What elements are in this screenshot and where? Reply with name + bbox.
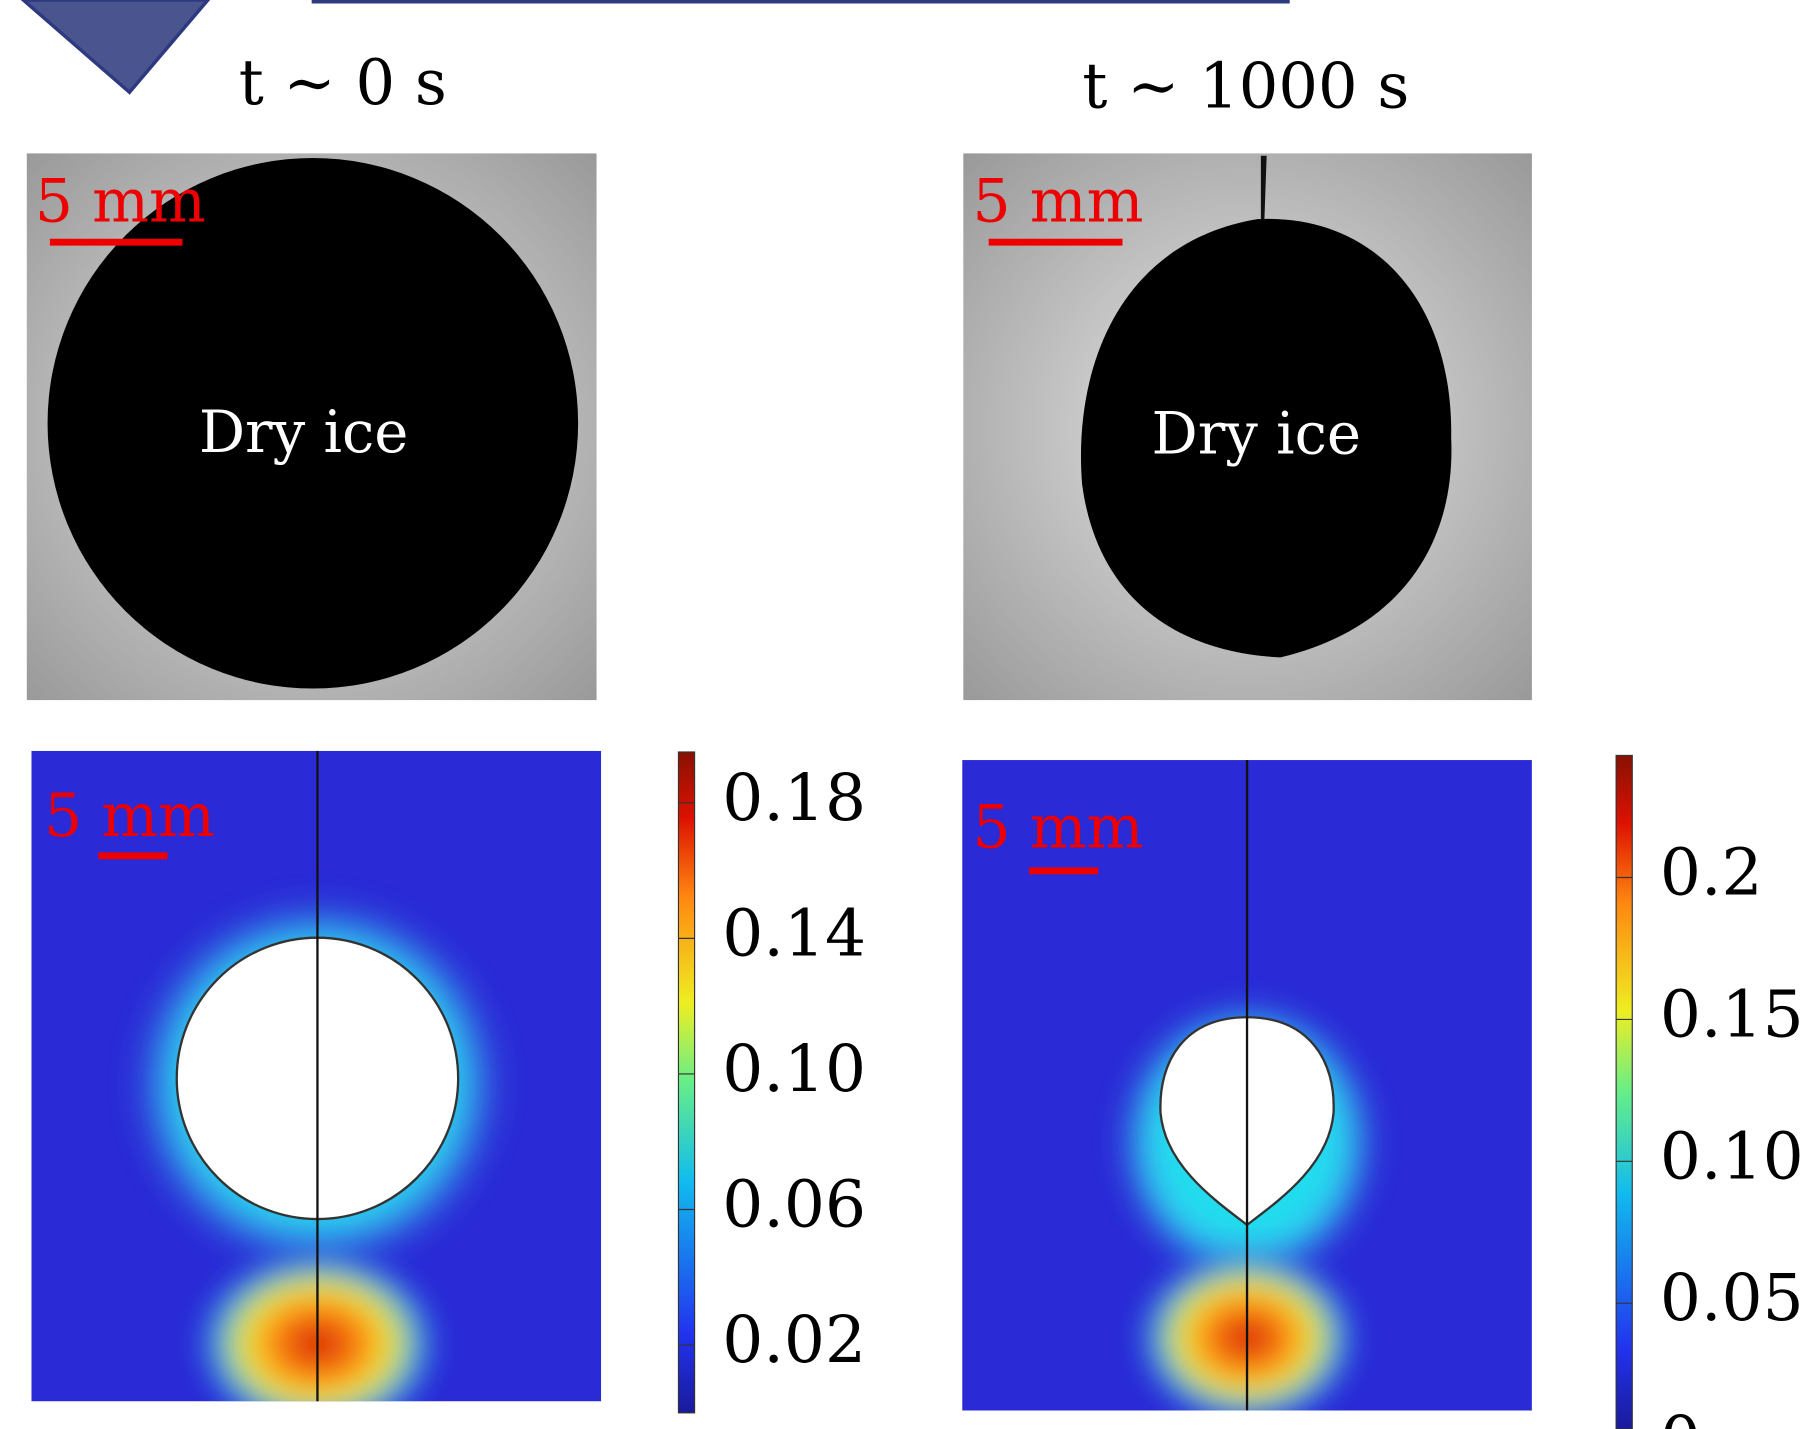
colorbar-label: 0.06 <box>722 1168 866 1243</box>
photo-label: Dry ice <box>199 398 409 466</box>
time-label: t ∼ 0 s <box>239 46 447 119</box>
scale-label: 5 mm <box>35 166 206 236</box>
colorbar-label: 0.02 <box>722 1303 866 1378</box>
scale-label: 5 mm <box>973 793 1144 863</box>
colorbar <box>1616 755 1632 1429</box>
figure: t ∼ 0 s t ∼ 1000 s 5 mm Dry ice 5 mm Dry… <box>0 0 1809 1429</box>
time-label: t ∼ 1000 s <box>1082 49 1409 122</box>
colorbar-label: 0.18 <box>722 761 866 836</box>
colorbar-label: 0.2 <box>1660 835 1763 910</box>
colorbar-label: 0.05 <box>1660 1261 1804 1336</box>
colorbar <box>678 752 694 1413</box>
photo-label: Dry ice <box>1151 399 1361 467</box>
colorbar-label: 0.14 <box>722 896 866 971</box>
colorbar-label: 0 <box>1660 1403 1701 1429</box>
colorbar-label: 0.15 <box>1660 977 1804 1052</box>
colorbar-label: 0.10 <box>1660 1119 1804 1194</box>
scale-label: 5 mm <box>44 781 215 851</box>
arrow-icon <box>23 0 208 92</box>
scale-label: 5 mm <box>973 166 1144 236</box>
colorbar-label: 0.10 <box>722 1032 866 1107</box>
